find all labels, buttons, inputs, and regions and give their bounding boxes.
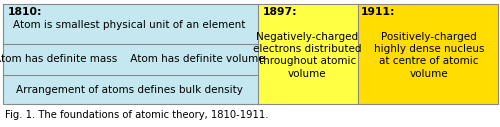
Bar (2, 4, 498, 104)
Bar (2, 4, 258, 104)
Text: 1911:: 1911: (361, 7, 396, 17)
Text: Atom is smallest physical unit of an element: Atom is smallest physical unit of an ele… (13, 20, 245, 30)
Bar (258, 4, 358, 104)
Text: Arrangement of atoms defines bulk density: Arrangement of atoms defines bulk densit… (16, 85, 242, 94)
Text: Atom has definite mass    Atom has definite volume: Atom has definite mass Atom has definite… (0, 54, 264, 64)
Text: 1810:: 1810: (8, 7, 42, 17)
Text: 1897:: 1897: (262, 7, 297, 17)
Text: Positively-charged
highly dense nucleus
at centre of atomic
volume: Positively-charged highly dense nucleus … (374, 32, 484, 79)
Bar (358, 4, 498, 104)
Text: Fig. 1. The foundations of atomic theory, 1810-1911.: Fig. 1. The foundations of atomic theory… (5, 110, 268, 121)
Text: Negatively-charged
electrons distributed
throughout atomic
volume: Negatively-charged electrons distributed… (254, 32, 362, 79)
